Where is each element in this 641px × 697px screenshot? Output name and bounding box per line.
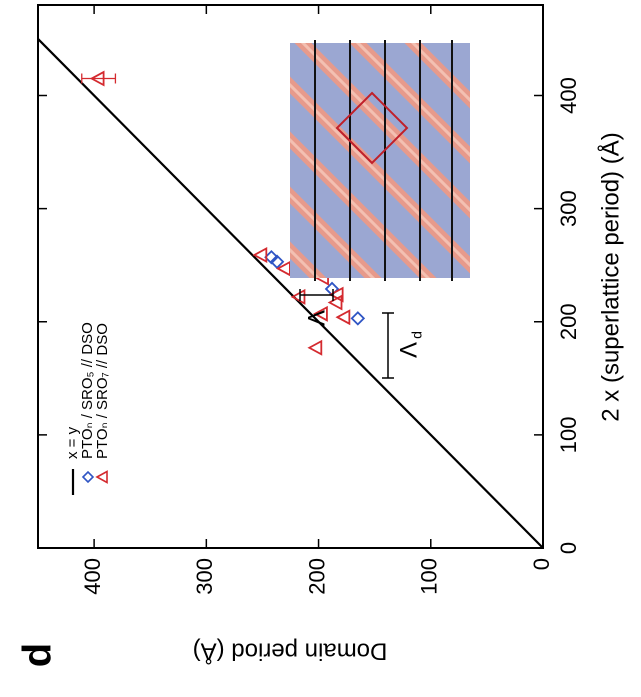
- x-tick-label: 300: [556, 190, 581, 227]
- data-point: [264, 249, 279, 265]
- inset-layer-lines: [314, 40, 453, 281]
- legend-label: x = y: [64, 426, 81, 459]
- inset-label: Λ: [303, 310, 330, 326]
- y-axis-title: Domain period (Å): [193, 638, 388, 666]
- y-tick-label: 100: [417, 558, 442, 595]
- data-point: [324, 281, 340, 297]
- data-point: [350, 311, 366, 326]
- data-point: [269, 254, 285, 270]
- y-tick-label: 200: [304, 558, 329, 595]
- inset-unit-cell: [335, 91, 409, 165]
- x-tick-label: 200: [556, 303, 581, 340]
- error-bar: [81, 73, 117, 84]
- x-axis-title: 2 x (superlattice period) (Å): [596, 132, 624, 421]
- y-tick-label: 400: [80, 558, 105, 595]
- panel-label: d: [16, 643, 60, 667]
- inset-stripes: [290, 43, 470, 278]
- x-tick-label: 400: [556, 77, 581, 114]
- legend-label: PTOₙ / SRO₇ // DSO: [94, 323, 111, 459]
- legend-marker: [81, 470, 95, 484]
- legend-marker: [95, 470, 108, 484]
- x-tick-label: 100: [556, 417, 581, 454]
- data-point: [335, 309, 351, 326]
- inset-schematic: Λ Λd: [290, 40, 470, 379]
- inset-label: Λ: [395, 342, 422, 358]
- data-point: [313, 305, 328, 322]
- lambda-bar: [299, 289, 334, 301]
- data-point: [275, 260, 291, 277]
- data-point: [252, 246, 268, 264]
- data-point: [307, 339, 323, 356]
- lambda-d-bar: [382, 312, 394, 379]
- data-point: [89, 70, 105, 87]
- y-tick-label: 0: [529, 558, 554, 570]
- data-point: [327, 294, 343, 311]
- reference-line: [37, 38, 544, 549]
- inset-label-subscript: d: [409, 331, 425, 339]
- plot-border: [37, 4, 544, 549]
- x-tick-label: 0: [556, 542, 581, 554]
- data-point: [290, 288, 306, 305]
- plot-frame: d 2 x (superlattice period) (Å) Domain p…: [16, 4, 624, 667]
- legend-label: PTOₙ / SRO₅ // DSO: [79, 322, 96, 459]
- y-tick-label: 300: [192, 558, 217, 595]
